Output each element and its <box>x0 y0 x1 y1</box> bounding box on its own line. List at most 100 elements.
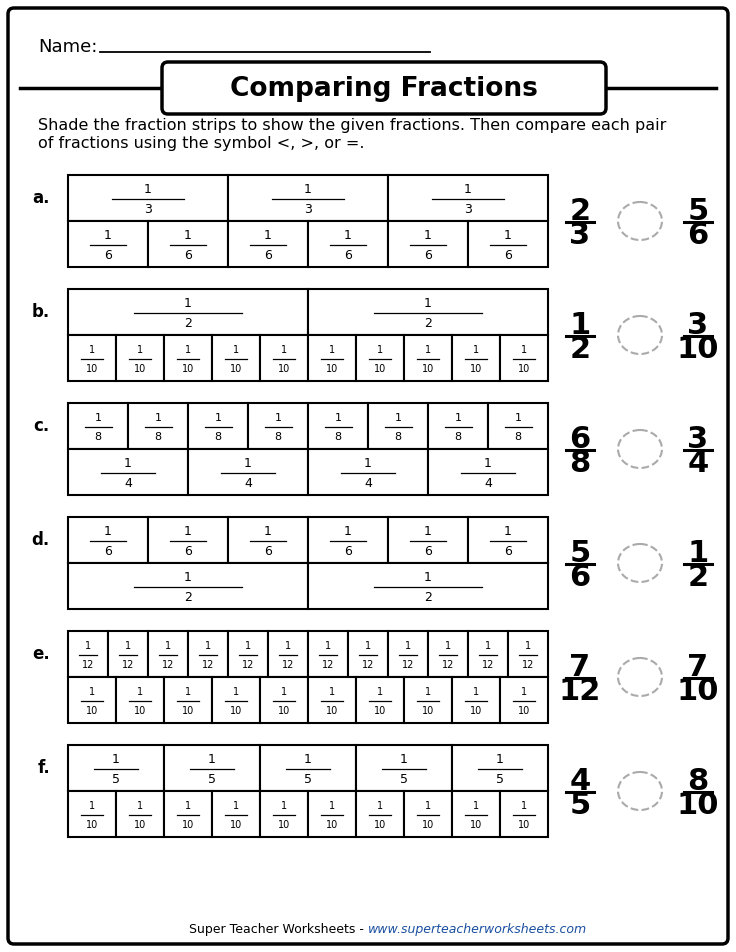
Bar <box>228 517 308 563</box>
Text: 12: 12 <box>322 661 334 670</box>
Bar <box>468 517 548 563</box>
Bar <box>148 517 228 563</box>
Text: 6: 6 <box>424 249 432 262</box>
Text: 1: 1 <box>244 457 252 470</box>
Text: 5: 5 <box>304 773 312 786</box>
Bar <box>212 335 260 381</box>
Text: 1: 1 <box>124 457 132 470</box>
Text: 10: 10 <box>278 821 290 830</box>
Text: 6: 6 <box>687 222 709 250</box>
Bar <box>308 631 348 677</box>
Text: 12: 12 <box>482 661 494 670</box>
Text: of fractions using the symbol <, >, or =.: of fractions using the symbol <, >, or =… <box>38 136 364 151</box>
Text: 1: 1 <box>264 526 272 538</box>
Text: 10: 10 <box>182 365 194 374</box>
Bar <box>468 631 508 677</box>
Text: 1: 1 <box>245 641 251 651</box>
Text: 5: 5 <box>687 196 709 226</box>
Text: 6: 6 <box>504 545 512 558</box>
FancyBboxPatch shape <box>8 8 728 944</box>
Text: 3: 3 <box>687 425 709 453</box>
Bar <box>68 335 116 381</box>
Text: 1: 1 <box>89 345 95 355</box>
Text: 1: 1 <box>185 345 191 355</box>
Bar <box>68 563 308 609</box>
Text: 1: 1 <box>137 345 143 355</box>
Text: 2: 2 <box>424 591 432 604</box>
Text: 6: 6 <box>570 425 590 453</box>
Bar <box>500 791 548 837</box>
Text: 8: 8 <box>214 432 222 443</box>
Text: d.: d. <box>32 531 50 549</box>
Text: 3: 3 <box>687 310 709 340</box>
Text: 2: 2 <box>687 564 709 592</box>
Bar <box>164 791 212 837</box>
Bar <box>248 403 308 449</box>
Text: 1: 1 <box>464 183 472 196</box>
Text: 4: 4 <box>570 766 590 796</box>
Text: 12: 12 <box>402 661 414 670</box>
Bar <box>308 677 356 723</box>
Bar <box>308 335 356 381</box>
Text: 10: 10 <box>518 706 530 717</box>
Text: 1: 1 <box>304 183 312 196</box>
Text: 5: 5 <box>570 539 590 567</box>
Text: 1: 1 <box>112 753 120 766</box>
Text: 1: 1 <box>473 345 479 355</box>
Text: 10: 10 <box>182 706 194 717</box>
Text: 6: 6 <box>184 545 192 558</box>
Bar <box>368 403 428 449</box>
Text: 1: 1 <box>325 641 331 651</box>
Text: 12: 12 <box>82 661 94 670</box>
Text: 1: 1 <box>424 571 432 585</box>
Ellipse shape <box>618 772 662 810</box>
Text: 6: 6 <box>264 545 272 558</box>
Text: 1: 1 <box>570 310 590 340</box>
Text: 1: 1 <box>185 686 191 697</box>
Bar <box>116 335 164 381</box>
Bar <box>260 335 308 381</box>
Text: 10: 10 <box>676 791 719 821</box>
Bar <box>388 517 468 563</box>
Text: 2: 2 <box>424 317 432 330</box>
Text: 2: 2 <box>570 335 590 365</box>
Text: 6: 6 <box>104 545 112 558</box>
Text: 1: 1 <box>525 641 531 651</box>
Text: 1: 1 <box>89 801 95 811</box>
Text: 1: 1 <box>104 526 112 538</box>
Text: 5: 5 <box>570 791 590 821</box>
Text: 3: 3 <box>144 203 152 216</box>
Text: Super Teacher Worksheets -: Super Teacher Worksheets - <box>189 923 368 937</box>
Text: 1: 1 <box>184 571 192 585</box>
Text: 8: 8 <box>275 432 282 443</box>
Text: 1: 1 <box>424 526 432 538</box>
Text: 1: 1 <box>281 801 287 811</box>
Bar <box>428 631 468 677</box>
Text: 8: 8 <box>334 432 342 443</box>
Text: 10: 10 <box>470 706 482 717</box>
Text: 10: 10 <box>86 365 98 374</box>
Bar <box>188 631 228 677</box>
Text: 10: 10 <box>326 706 338 717</box>
Text: 10: 10 <box>374 821 386 830</box>
Text: 10: 10 <box>422 706 434 717</box>
Bar <box>188 449 308 495</box>
Bar <box>308 517 388 563</box>
Text: 1: 1 <box>85 641 91 651</box>
Bar <box>68 175 228 221</box>
Text: 12: 12 <box>559 678 601 706</box>
Bar <box>164 677 212 723</box>
Text: 1: 1 <box>344 229 352 242</box>
Text: 2: 2 <box>570 196 590 226</box>
Text: 5: 5 <box>208 773 216 786</box>
Text: 1: 1 <box>521 686 527 697</box>
Text: 3: 3 <box>464 203 472 216</box>
Bar <box>308 449 428 495</box>
Text: 10: 10 <box>182 821 194 830</box>
Text: a.: a. <box>32 189 50 207</box>
Bar <box>308 563 548 609</box>
Text: 12: 12 <box>362 661 374 670</box>
Text: 6: 6 <box>424 545 432 558</box>
Text: 10: 10 <box>86 706 98 717</box>
FancyBboxPatch shape <box>162 62 606 114</box>
